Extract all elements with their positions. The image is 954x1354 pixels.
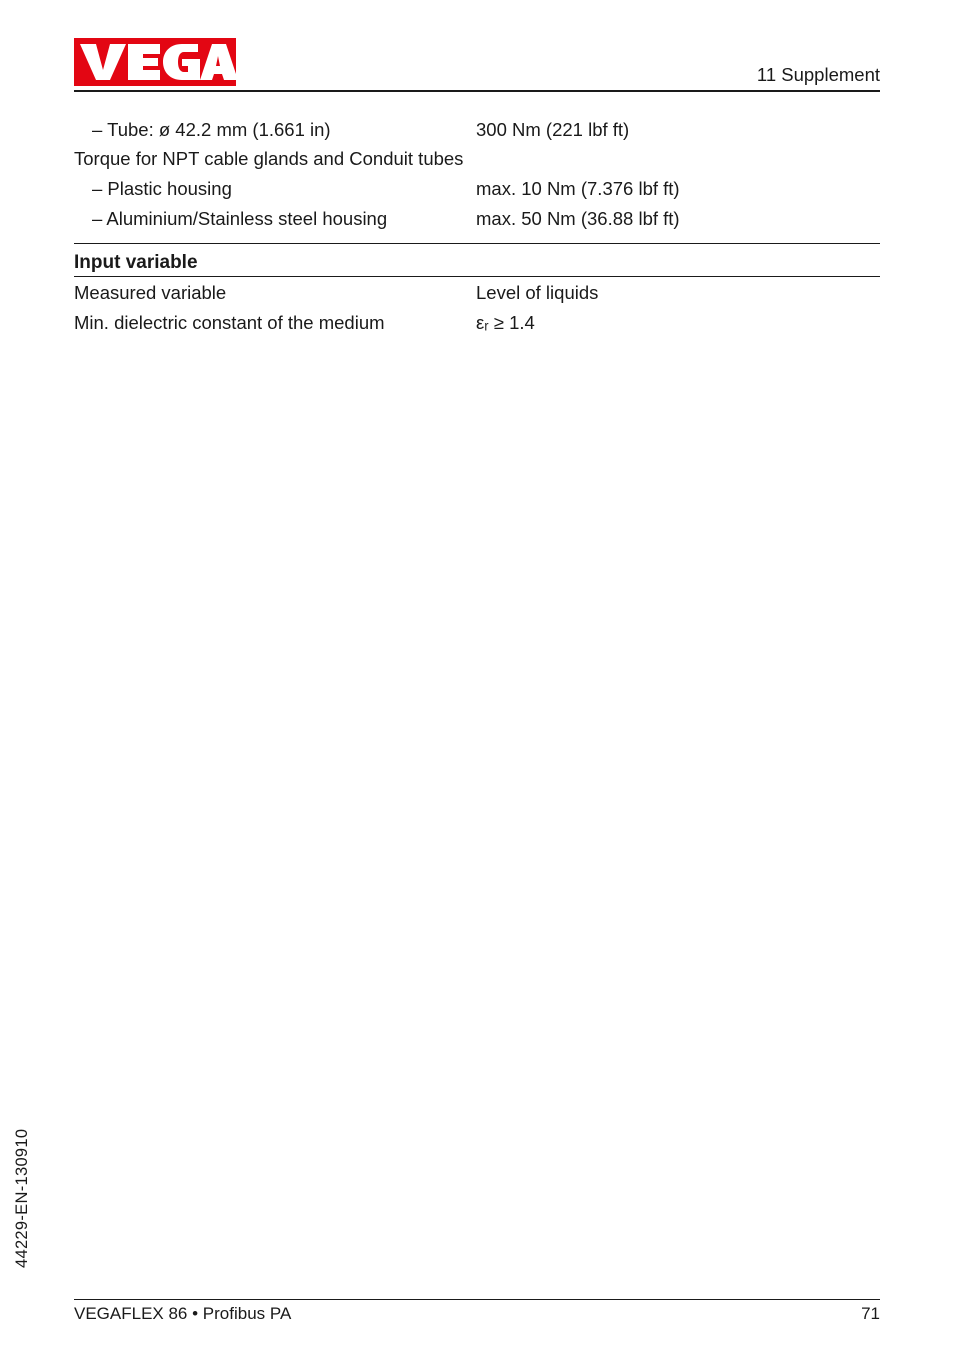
footer-page-number: 71 [861,1304,880,1324]
input-variable-heading: Input variable [74,252,880,274]
plastic-value: max. 10 Nm (7.376 lbf ft) [476,175,880,204]
tube-value: 300 Nm (221 lbf ft) [476,116,880,145]
dielectric-label: Min. dielectric constant of the medium [74,309,476,338]
dielectric-value: εᵣ ≥ 1.4 [476,309,880,338]
plastic-label: – Plastic housing [74,175,476,204]
side-code: 44229-EN-130910 [13,1129,32,1268]
spec-row-aluminium: – Aluminium/Stainless steel housing max.… [74,205,880,234]
section-rule-bottom [74,276,880,277]
header-row: 11 Supplement [74,38,880,86]
tube-label: – Tube: ø 42.2 mm (1.661 in) [74,116,476,145]
torque-heading-row: Torque for NPT cable glands and Conduit … [74,145,880,174]
spec-row-plastic: – Plastic housing max. 10 Nm (7.376 lbf … [74,175,880,204]
footer-left: VEGAFLEX 86 • Profibus PA [74,1304,291,1324]
footer-rule [74,1299,880,1300]
spec-row-dielectric: Min. dielectric constant of the medium ε… [74,309,880,338]
section-rule-top [74,243,880,244]
measured-value: Level of liquids [476,279,880,308]
aluminium-value: max. 50 Nm (36.88 lbf ft) [476,205,880,234]
measured-label: Measured variable [74,279,476,308]
header-rule [74,90,880,92]
spec-row-measured: Measured variable Level of liquids [74,279,880,308]
spec-row-tube: – Tube: ø 42.2 mm (1.661 in) 300 Nm (221… [74,116,880,145]
footer: VEGAFLEX 86 • Profibus PA 71 [74,1299,880,1324]
aluminium-label: – Aluminium/Stainless steel housing [74,205,476,234]
torque-heading: Torque for NPT cable glands and Conduit … [74,145,880,174]
content-area: – Tube: ø 42.2 mm (1.661 in) 300 Nm (221… [74,116,880,1300]
footer-row: VEGAFLEX 86 • Profibus PA 71 [74,1304,880,1324]
supplement-label: 11 Supplement [757,64,880,86]
brand-logo [74,38,236,86]
